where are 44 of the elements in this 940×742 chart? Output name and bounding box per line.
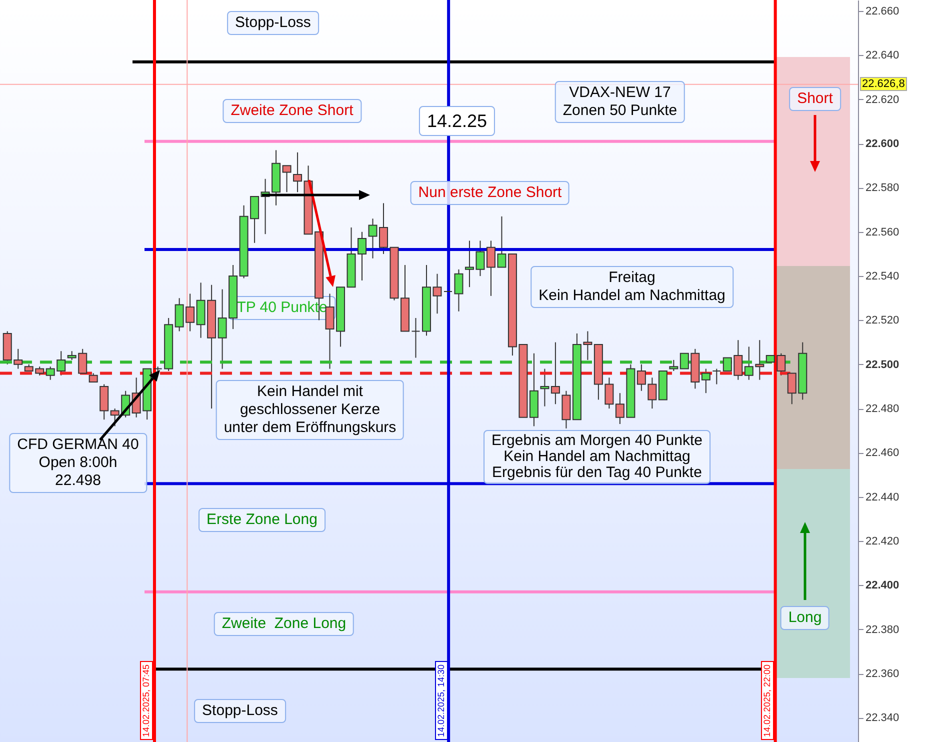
y-tick-label: 22.460 [866, 447, 900, 460]
y-tick-label: 22.520 [866, 314, 900, 327]
annotation: 14.2.25 [418, 106, 496, 136]
annotation: Ergebnis am Morgen 40 Punkte Kein Handel am Nachmittag Ergebnis für den Tag 40 Punkte [484, 430, 710, 484]
y-tick-label: 22.420 [866, 536, 900, 548]
y-tick-label: 22.560 [866, 226, 900, 238]
annotation: Short [789, 87, 841, 111]
annotation: Kein Handel mit geschlossener Kerze unter dem Eröffnungskurs [216, 380, 404, 440]
annotation: Stopp-Loss [227, 11, 319, 35]
candlestick [701, 368, 710, 394]
y-tick-label: 22.640 [866, 50, 900, 62]
annotation: 14.02.2025, 22:00 [761, 661, 774, 740]
annotation: Long [780, 606, 830, 630]
y-tick-label: 22.620 [866, 94, 900, 106]
annotation: Zweite Zone Long [214, 612, 354, 636]
y-tick-label: 22.600 [866, 138, 900, 150]
annotation: 14.02.2025, 14:30 [434, 661, 448, 740]
annotation: Erste Zone Long [198, 508, 326, 532]
candlestick [540, 368, 550, 407]
annotation: Stopp-Loss [194, 699, 286, 723]
annotation: Nun erste Zone Short [410, 181, 570, 205]
y-tick-label: 22.540 [866, 270, 900, 283]
candlestick [293, 152, 302, 193]
y-tick-label: 22.340 [866, 712, 900, 724]
annotation: Freitag Kein Handel am Nachmittag [530, 266, 734, 308]
annotation: CFD GERMAN 40 Open 8:00h 22.498 [9, 433, 147, 493]
ref-line-label: 22.626,8 [860, 77, 907, 92]
candlestick [454, 268, 464, 312]
annotation: 14.02.2025, 07:45 [140, 661, 154, 740]
annotation: VDAX-NEW 17 Zonen 50 Punkte [554, 81, 686, 123]
y-tick-label: 22.480 [866, 403, 900, 416]
y-tick-label: 22.500 [866, 358, 900, 371]
y-tick-label: 22.660 [866, 6, 900, 18]
candlestick [550, 342, 560, 405]
annotation: Zweite Zone Short [222, 99, 362, 123]
y-tick-label: 22.400 [866, 580, 900, 592]
y-tick-label: 22.440 [866, 491, 900, 504]
y-tick-label: 22.580 [866, 182, 900, 194]
y-tick-label: 22.360 [866, 668, 900, 680]
y-tick-label: 22.380 [866, 624, 900, 636]
candlestick [411, 318, 420, 358]
candlestick [282, 165, 292, 193]
candlestick [669, 359, 678, 372]
candlestick [712, 368, 722, 385]
